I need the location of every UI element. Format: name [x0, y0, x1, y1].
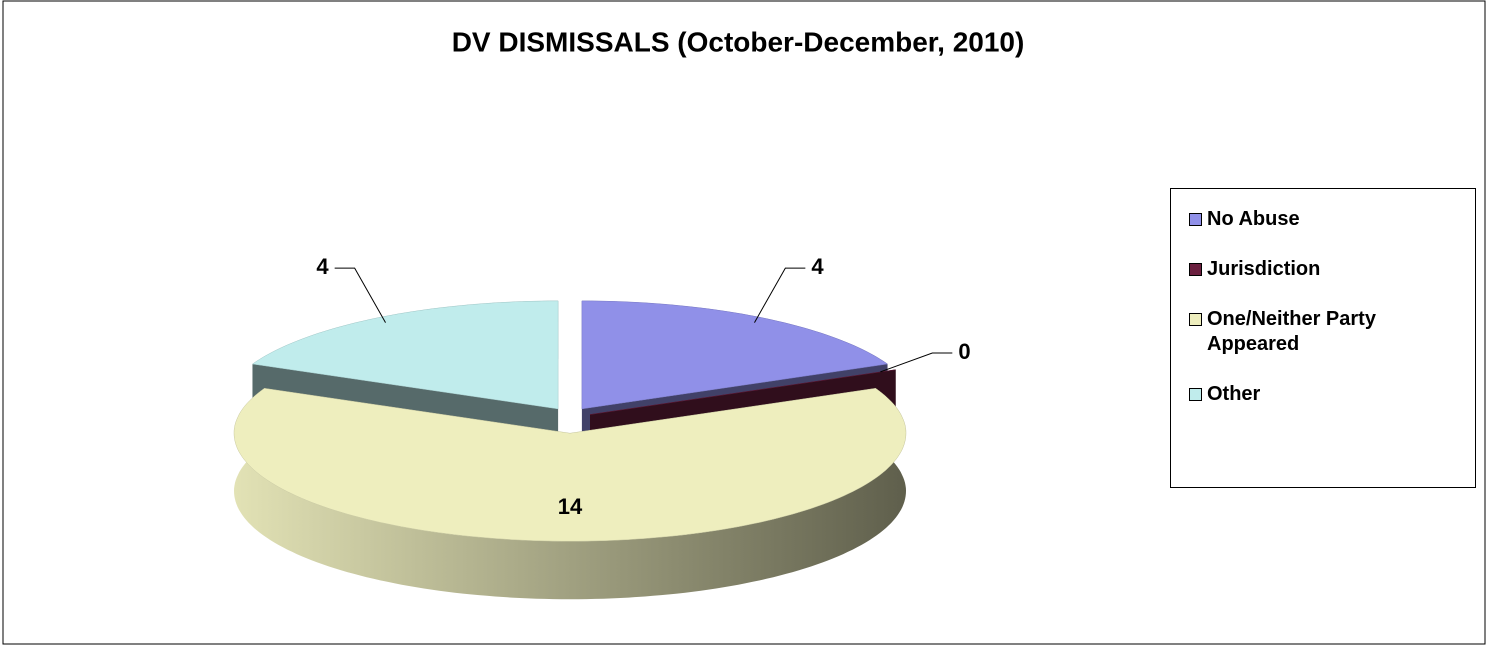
legend-swatch [1189, 313, 1202, 326]
leader-line [880, 352, 953, 373]
data-label: 4 [811, 254, 824, 279]
legend-label: One/Neither Party Appeared [1207, 308, 1376, 355]
legend-item: One/Neither Party Appeared [1189, 307, 1459, 357]
legend-swatch [1189, 263, 1202, 276]
legend-label: No Abuse [1207, 208, 1300, 230]
data-label: 14 [558, 494, 583, 519]
leader-line [334, 267, 386, 323]
legend-label: Jurisdiction [1207, 258, 1321, 280]
slice [581, 300, 889, 410]
legend: No Abuse Jurisdiction One/Neither Party Ap… [1170, 188, 1476, 488]
legend-label: Other [1207, 383, 1261, 405]
legend-item: Other [1189, 382, 1459, 407]
data-label: 0 [958, 339, 970, 364]
chart-title: DV DISMISSALS (October-December, 2010) [452, 26, 1025, 57]
legend-swatch [1189, 213, 1202, 226]
slice [233, 388, 907, 542]
legend-item: No Abuse [1189, 207, 1459, 232]
leader-line [754, 267, 806, 323]
data-label: 4 [316, 254, 329, 279]
slice [251, 300, 559, 410]
slice-side [234, 388, 906, 600]
slice [589, 369, 896, 415]
legend-swatch [1189, 388, 1202, 401]
legend-item: Jurisdiction [1189, 257, 1459, 282]
